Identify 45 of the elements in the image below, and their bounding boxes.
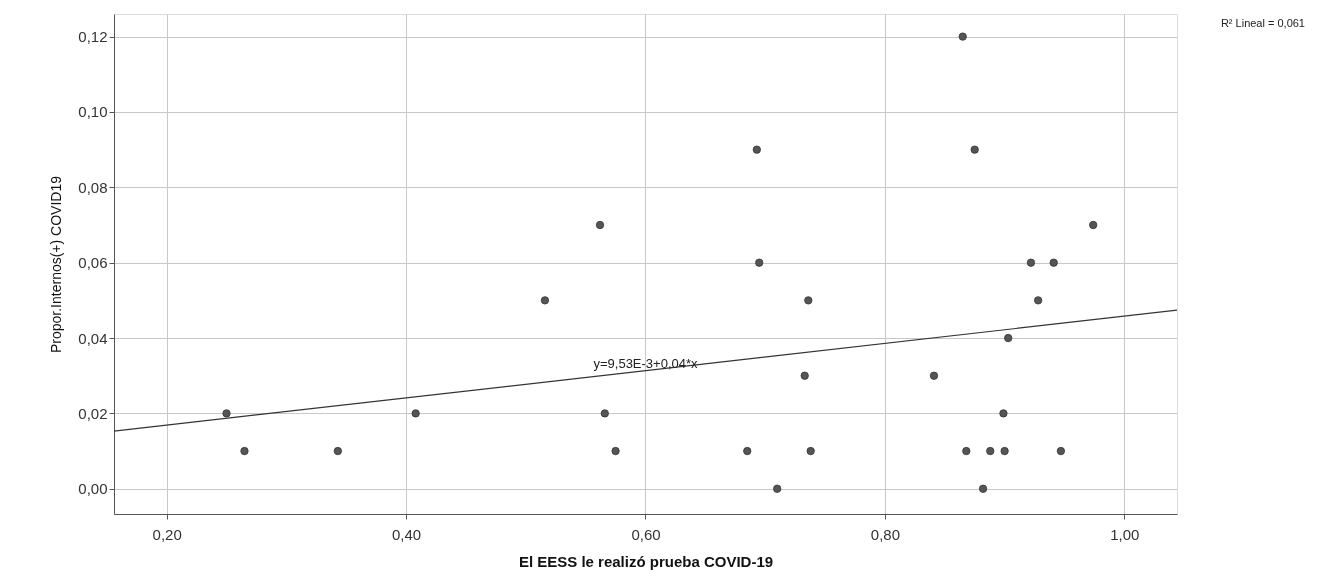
- point: [1000, 446, 1009, 456]
- point: [962, 446, 971, 456]
- point: [752, 145, 761, 154]
- x-tick-label: 0,40: [391, 525, 422, 543]
- point: [595, 220, 605, 230]
- point: [958, 32, 967, 41]
- point: [1056, 446, 1065, 456]
- point: [1089, 220, 1098, 230]
- point: [540, 296, 550, 305]
- point: [999, 409, 1008, 418]
- point: [755, 258, 764, 267]
- point: [970, 145, 979, 154]
- y-axis-title: Propor.Internos(+) COVID19: [48, 175, 65, 354]
- point: [804, 296, 813, 305]
- text: R² Lineal = 0,061: [1220, 17, 1305, 29]
- y-tick-label: 0,12: [78, 28, 108, 46]
- x-tick-label: 0,80: [870, 525, 901, 543]
- y-tick-label: 0,00: [78, 480, 108, 498]
- annotation: y=9,53E-3+0,04*x: [593, 356, 699, 371]
- point: [411, 409, 420, 418]
- point: [611, 446, 620, 456]
- point: [600, 409, 609, 418]
- point: [929, 371, 939, 380]
- point: [978, 484, 988, 493]
- point: [222, 409, 231, 418]
- point: [1049, 258, 1058, 267]
- point: [743, 446, 752, 456]
- point: [800, 371, 809, 380]
- x-tick-label: 0,60: [631, 525, 661, 543]
- x-tick-label: 0,20: [152, 525, 182, 543]
- y-tick-label: 0,02: [78, 404, 108, 422]
- point: [773, 484, 782, 493]
- point: [333, 446, 342, 456]
- y-tick-label: 0,04: [78, 329, 108, 347]
- point: [1026, 258, 1036, 267]
- point: [806, 446, 815, 456]
- y-tick-label: 0,10: [78, 103, 108, 121]
- x-tick-label: 1,00: [1110, 525, 1140, 543]
- point: [986, 446, 995, 456]
- y-tick-label: 0,06: [78, 254, 108, 272]
- y-tick-label: 0,08: [78, 178, 108, 196]
- point: [240, 446, 249, 456]
- point: [1034, 296, 1043, 305]
- x-axis-title: El EESS le realizó prueba COVID-19: [518, 552, 774, 570]
- point: [1004, 333, 1013, 343]
